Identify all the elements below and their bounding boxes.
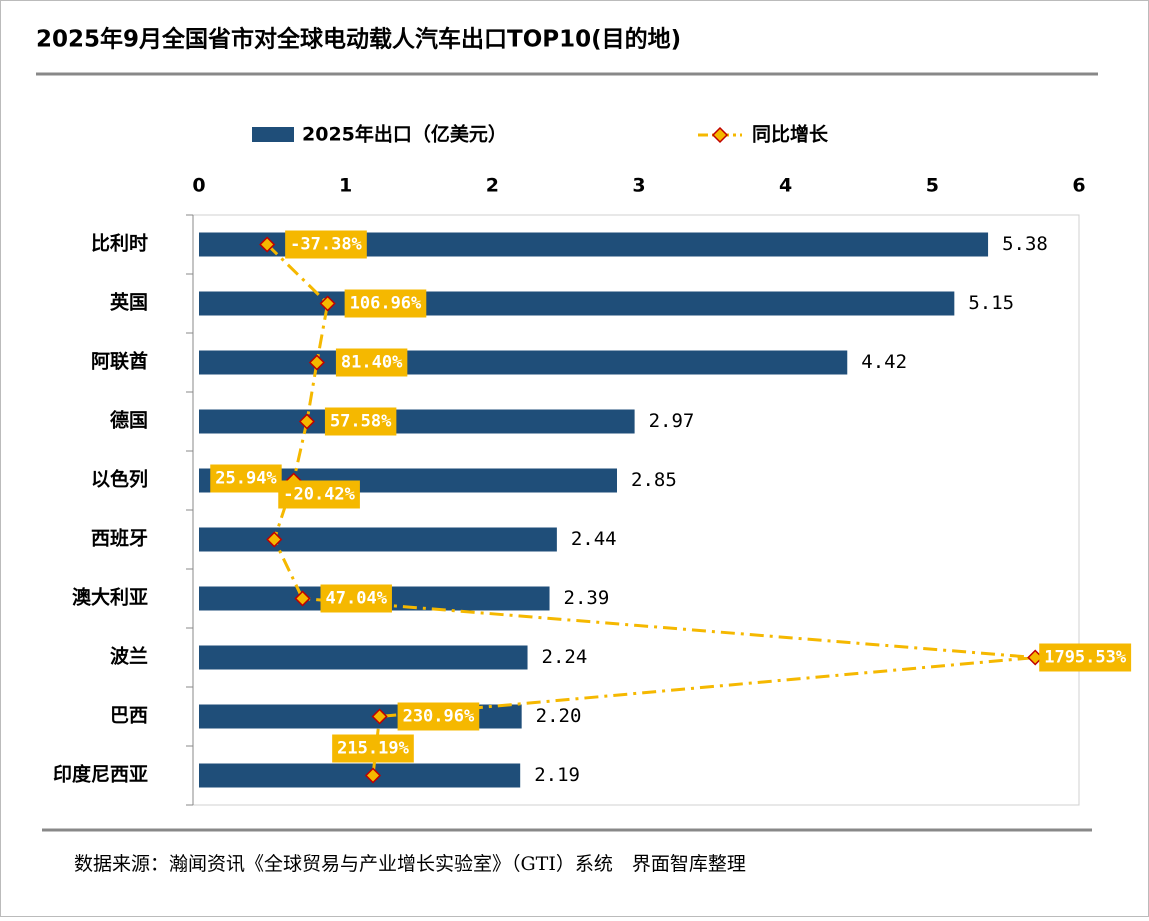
- value-label: 4.42: [861, 351, 907, 373]
- growth-label: -37.38%: [290, 235, 362, 255]
- category-label: 德国: [110, 409, 148, 432]
- bar: [199, 527, 557, 552]
- category-label: 澳大利亚: [72, 586, 148, 609]
- growth-label-box: [210, 464, 282, 493]
- category-label: 以色列: [91, 468, 148, 491]
- growth-marker: [294, 590, 311, 607]
- value-label: 2.85: [631, 469, 677, 491]
- source-note: 数据来源：瀚闻资讯《全球贸易与产业增长实验室》（GTI）系统 界面智库整理: [74, 853, 746, 875]
- growth-label: 57.58%: [330, 412, 392, 432]
- growth-marker: [259, 236, 276, 253]
- legend-swatch: [252, 127, 294, 142]
- category-label: 英国: [110, 291, 148, 314]
- x-tick-label: 2: [486, 175, 499, 197]
- legend-label: 同比增长: [752, 123, 829, 146]
- category-label: 波兰: [110, 645, 148, 668]
- growth-label: 106.96%: [350, 294, 422, 314]
- x-tick-label: 6: [1072, 175, 1085, 197]
- bar: [199, 291, 955, 316]
- growth-label: 25.94%: [215, 469, 277, 489]
- bar: [199, 350, 848, 375]
- growth-label-box: [335, 348, 408, 377]
- category-label: 阿联酋: [91, 350, 148, 373]
- value-label: 2.44: [571, 528, 617, 550]
- category-label: 巴西: [110, 705, 148, 727]
- growth-marker: [308, 354, 325, 371]
- value-label: 2.39: [564, 587, 610, 609]
- growth-label-box: [332, 734, 414, 763]
- growth-marker: [266, 531, 283, 548]
- legend-swatch: [711, 126, 729, 144]
- value-label: 2.20: [536, 705, 582, 727]
- x-tick-label: 3: [632, 175, 645, 197]
- legend-label: 2025年出口（亿美元）: [302, 123, 507, 146]
- x-tick-label: 1: [339, 175, 352, 197]
- value-label: 5.15: [968, 292, 1014, 314]
- bar: [199, 763, 521, 788]
- growth-line: [266, 243, 1036, 776]
- value-label: 2.97: [649, 410, 695, 432]
- growth-label: 230.96%: [403, 707, 475, 727]
- growth-marker: [364, 767, 382, 784]
- growth-label: 81.40%: [341, 353, 403, 373]
- category-label: 印度尼西亚: [53, 763, 148, 786]
- x-tick-label: 4: [779, 175, 792, 197]
- value-label: 5.38: [1002, 233, 1048, 255]
- category-label: 比利时: [91, 233, 148, 255]
- growth-label: 1795.53%: [1044, 648, 1127, 668]
- category-label: 西班牙: [91, 527, 148, 550]
- growth-marker: [298, 413, 315, 430]
- growth-label-box: [320, 584, 392, 613]
- growth-marker: [371, 708, 388, 725]
- growth-label-box: [344, 289, 427, 318]
- value-label: 2.24: [542, 646, 588, 668]
- value-label: 2.19: [534, 764, 580, 786]
- growth-label-box: [397, 702, 480, 731]
- growth-label: 215.19%: [337, 739, 409, 759]
- bar: [199, 409, 635, 434]
- bar: [199, 645, 528, 670]
- growth-label-box: [1039, 643, 1132, 672]
- chart-title: 2025年9月全国省市对全球电动载人汽车出口TOP10(目的地): [36, 26, 681, 53]
- growth-label: 47.04%: [326, 589, 388, 609]
- growth-label-box: [285, 230, 367, 259]
- growth-label: -20.42%: [283, 485, 355, 505]
- growth-label-box: [278, 480, 360, 509]
- growth-marker: [319, 295, 336, 312]
- growth-label-box: [324, 407, 397, 436]
- x-tick-label: 5: [926, 175, 939, 197]
- x-tick-label: 0: [192, 175, 205, 197]
